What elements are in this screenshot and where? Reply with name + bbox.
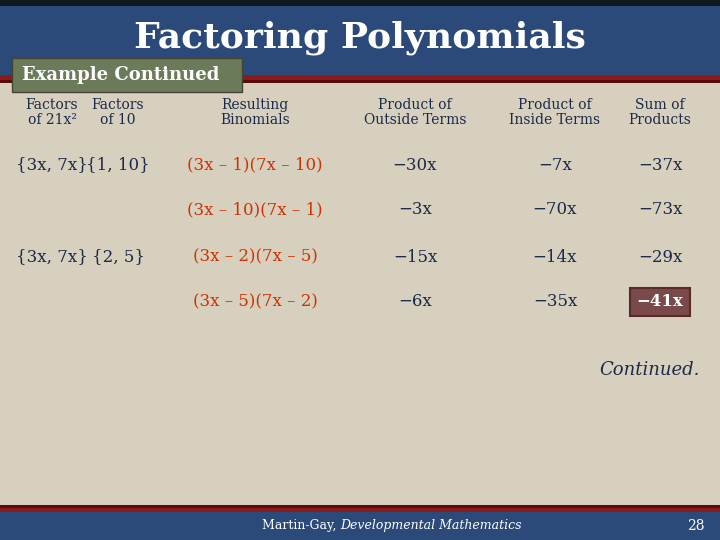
Text: 28: 28 (688, 519, 705, 533)
Text: Factors: Factors (26, 98, 78, 112)
Text: −73x: −73x (638, 201, 683, 219)
Text: Sum of: Sum of (635, 98, 685, 112)
Text: −70x: −70x (533, 201, 577, 219)
Text: Outside Terms: Outside Terms (364, 113, 467, 127)
Bar (0, 505, 720, 508)
Text: −30x: −30x (392, 157, 437, 173)
Text: Factors: Factors (91, 98, 144, 112)
Text: {2, 5}: {2, 5} (91, 248, 145, 266)
Bar (0, 512, 720, 540)
Text: −29x: −29x (638, 248, 682, 266)
Text: of 21x²: of 21x² (27, 113, 76, 127)
Bar (0, 508, 720, 512)
Text: (3x – 5)(7x – 2): (3x – 5)(7x – 2) (192, 294, 318, 310)
Text: −7x: −7x (538, 157, 572, 173)
Text: (3x – 10)(7x – 1): (3x – 10)(7x – 1) (187, 201, 323, 219)
Text: −37x: −37x (638, 157, 683, 173)
Text: Product of: Product of (378, 98, 452, 112)
Text: Developmental Mathematics: Developmental Mathematics (340, 519, 521, 532)
Text: (3x – 2)(7x – 5): (3x – 2)(7x – 5) (192, 248, 318, 266)
Text: {1, 10}: {1, 10} (86, 157, 150, 173)
Text: −3x: −3x (398, 201, 432, 219)
Text: Products: Products (629, 113, 691, 127)
Bar (0, 75, 720, 80)
Text: Continued.: Continued. (600, 361, 700, 379)
Text: −35x: −35x (533, 294, 577, 310)
Text: Example Continued: Example Continued (22, 66, 220, 84)
Text: −6x: −6x (398, 294, 432, 310)
Text: Product of: Product of (518, 98, 592, 112)
Text: (3x – 1)(7x – 10): (3x – 1)(7x – 10) (187, 157, 323, 173)
Text: Martin-Gay,: Martin-Gay, (261, 519, 340, 532)
Text: −41x: −41x (636, 294, 683, 310)
Text: Resulting: Resulting (221, 98, 289, 112)
Bar (12, 58, 242, 92)
Text: of 10: of 10 (100, 113, 136, 127)
Text: Binomials: Binomials (220, 113, 290, 127)
Bar (0, 0, 720, 75)
Text: Inside Terms: Inside Terms (510, 113, 600, 127)
Text: {3x, 7x}: {3x, 7x} (16, 248, 88, 266)
Bar (630, 288, 690, 316)
Text: −14x: −14x (533, 248, 577, 266)
Bar (0, 0, 720, 6)
Text: {3x, 7x}: {3x, 7x} (16, 157, 88, 173)
Text: −15x: −15x (393, 248, 437, 266)
Bar (0, 80, 720, 83)
Text: Factoring Polynomials: Factoring Polynomials (134, 20, 586, 55)
